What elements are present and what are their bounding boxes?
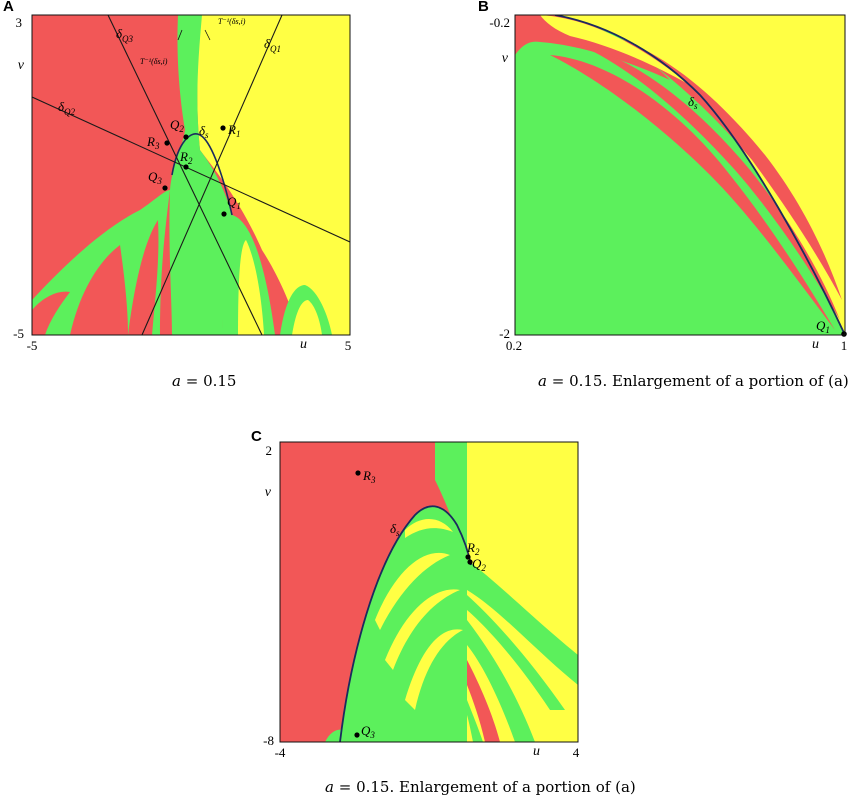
point-r2 [465,554,471,560]
yellow-streak [375,552,450,630]
panel-b: B δs Q1 -0.2 v -2 0.2 u 1 a = 0.15. Enla… [430,0,850,400]
x-axis-label: u [300,337,307,352]
x-min-label: -5 [27,338,38,353]
label-delta-q3: δQ3 [116,26,134,44]
yellow-basin [555,15,845,335]
green-fan [467,560,578,685]
panel-letter: C [251,428,262,445]
yellow-streak [405,629,463,710]
label-r2: R2 [179,149,193,166]
point-q2 [183,134,189,140]
label-r3: R3 [362,468,376,485]
label-delta-s: δs [390,521,400,538]
yellow-streak [385,589,460,670]
green-fan [467,620,535,742]
y-axis-label: v [18,58,25,73]
label-q3: Q3 [361,723,375,740]
red-tongue [70,245,128,335]
x-min-label: 0.2 [506,338,522,353]
label-r1: R1 [227,122,240,139]
label-q1: Q1 [816,318,830,335]
arrow [177,29,183,41]
x-axis-label: u [812,337,819,352]
y-max-label: -0.2 [489,15,510,30]
label-r2: R2 [466,540,480,557]
plot-frame [279,441,579,743]
caption-b: a = 0.15. Enlargement of a portion of (a… [538,372,849,390]
green-fan [467,700,483,742]
label-q3: Q3 [148,169,162,186]
panel-letter: B [478,0,489,15]
x-max-label: 1 [841,338,848,353]
yellow-tongue [292,300,322,335]
green-basin-center [169,15,232,335]
point-r3 [164,140,170,146]
label-delta-s: δs [688,94,698,111]
basin-plot-b: δs Q1 -0.2 v -2 0.2 u 1 [489,14,848,353]
label-delta-q1: δQ1 [264,36,281,54]
y-min-label: -5 [13,326,24,341]
label-q2: Q2 [170,117,184,134]
label-q1: Q1 [227,194,241,211]
point-r2 [183,164,189,170]
point-r1 [220,125,226,131]
x-axis-label: u [533,744,540,759]
y-min-label: -8 [263,733,274,748]
red-band [515,15,670,80]
y-axis-label: v [502,51,509,66]
point-q1 [221,211,227,217]
x-min-label: -4 [275,745,286,760]
caption-c: a = 0.15. Enlargement of a portion of (a… [325,778,636,796]
red-tongue [32,291,70,335]
label-r3: R3 [146,134,160,151]
x-max-label: 5 [345,338,352,353]
yellow-streak [405,518,453,538]
line-delta-q2 [32,96,350,243]
point-r3 [355,470,361,476]
caption-a: a = 0.15 [172,372,237,390]
delta-s-curve [339,505,472,742]
arrow [204,29,211,41]
point-q3 [162,185,168,191]
red-tongue [128,220,159,335]
green-corner [325,729,360,742]
red-fan [467,660,500,742]
yellow-tongue [238,240,264,335]
green-fan [467,595,565,710]
panel-c: C R3 δs R2 Q2 [245,420,636,799]
y-max-label: 3 [16,15,23,30]
label-delta-q2: δQ2 [58,99,76,117]
label-delta-s: δs [199,123,209,140]
label-t-inverse-1: T⁻¹(δs,i) [218,17,246,26]
line-delta-q1 [141,15,283,335]
panel-letter: A [3,0,14,15]
x-max-label: 4 [573,745,580,760]
plot-frame [31,14,351,336]
basin-plot-a: δQ3 δQ1 δQ2 T⁻¹(δs,i) T⁻¹(δs,i) Q2 δs R1… [13,14,352,353]
delta-s-curve [554,15,845,335]
yellow-basin [197,15,350,335]
delta-s-curve [171,133,233,216]
label-q2: Q2 [472,556,486,573]
label-t-inverse-2: T⁻¹(δs,i) [140,57,168,66]
point-q3 [354,732,360,738]
basin-plot-c: R3 δs R2 Q2 Q3 2 v -8 -4 u 4 [263,441,580,760]
line-delta-q3 [107,15,263,335]
yellow-band [540,15,690,85]
point-q1 [841,331,847,337]
y-axis-label: v [265,485,272,500]
y-max-label: 2 [266,443,273,458]
panel-a: A [0,0,420,400]
point-q2 [467,559,473,565]
y-min-label: -2 [499,326,510,341]
plot-frame [514,14,846,336]
